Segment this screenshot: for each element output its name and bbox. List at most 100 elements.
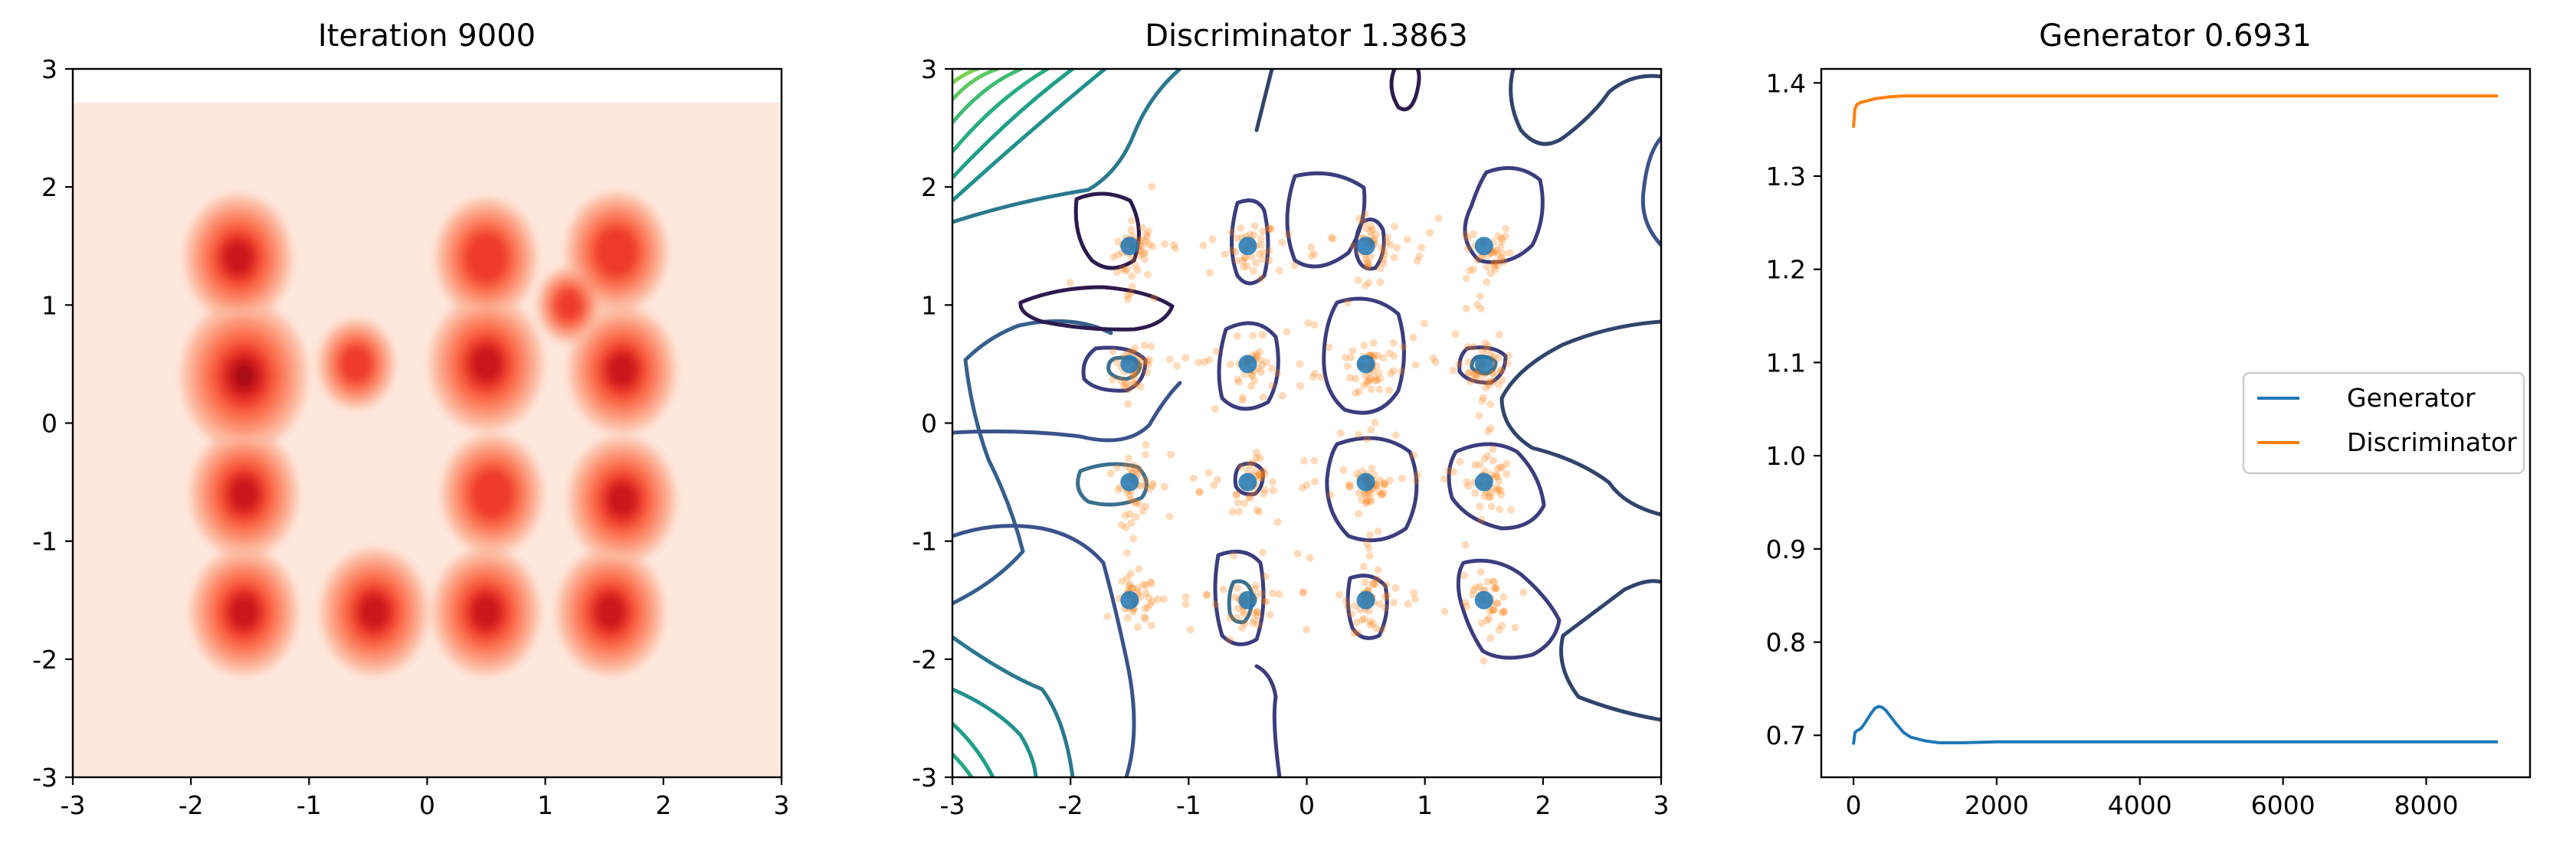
generated-point [1371, 373, 1379, 381]
generated-point [1195, 487, 1203, 495]
generated-point [1229, 551, 1237, 560]
loss-title: Generator 0.6931 [2039, 18, 2312, 54]
contour-upper-mid [1389, 69, 1421, 112]
generated-point [1361, 371, 1369, 380]
generated-point [1234, 375, 1242, 384]
density-xtick-label: 2 [655, 790, 671, 820]
generated-point [1359, 218, 1368, 227]
generated-point [1381, 593, 1390, 601]
generated-point [1490, 578, 1499, 587]
generated-point [1269, 486, 1277, 495]
density-ytick-label: 2 [41, 172, 57, 202]
loss-xtick-label: 2000 [1965, 790, 2029, 820]
generated-point [1493, 486, 1501, 495]
loss-ytick-label: 0.9 [1766, 535, 1806, 564]
generated-point [1451, 330, 1460, 338]
generated-point [1256, 474, 1264, 482]
generated-point [1420, 319, 1428, 328]
discriminator-ytick-label: 0 [921, 409, 937, 439]
generated-point [1210, 481, 1218, 489]
generated-point [1141, 604, 1149, 613]
generated-point [1475, 411, 1483, 420]
generated-point [1325, 343, 1333, 351]
contour-loop-8-inner [1470, 355, 1498, 376]
loss-ytick-label: 0.7 [1766, 721, 1806, 750]
generated-point [1485, 493, 1493, 502]
generated-point [1360, 342, 1368, 350]
generated-point [1493, 465, 1502, 473]
generated-point [1266, 610, 1274, 619]
generated-point [1260, 249, 1268, 257]
contour-corner-bottom-left-2 [952, 721, 995, 777]
generated-point [1498, 609, 1506, 617]
generated-point [1250, 222, 1259, 230]
generated-point [1269, 589, 1277, 597]
generated-point [1306, 554, 1314, 562]
generated-point [1476, 461, 1484, 469]
generated-point [1143, 368, 1152, 377]
contour-loop-9 [1076, 462, 1149, 507]
generated-point [1379, 489, 1388, 497]
generated-point [1473, 300, 1481, 309]
generated-point [1202, 590, 1211, 599]
generated-point [1113, 358, 1121, 367]
generated-point [1275, 266, 1283, 275]
generated-point [1132, 512, 1140, 521]
generated-point [1128, 254, 1136, 263]
contour-mid-band [952, 381, 1182, 443]
generated-point [1123, 613, 1132, 622]
generated-point [1469, 590, 1477, 599]
generated-point [1360, 381, 1368, 390]
generated-point [1391, 584, 1400, 592]
density-blob [228, 593, 261, 631]
generated-point [1343, 299, 1352, 307]
generated-point [1143, 270, 1152, 279]
generated-point [1129, 348, 1138, 357]
generated-point [1143, 358, 1152, 366]
real-point [1120, 590, 1139, 610]
generated-point [1233, 490, 1241, 499]
generated-point [1499, 593, 1508, 601]
generated-point [1498, 376, 1506, 384]
generated-point [1173, 361, 1181, 370]
generated-point [1228, 247, 1237, 255]
generated-point [1375, 368, 1383, 377]
generated-point [1371, 580, 1379, 588]
generated-point [1339, 466, 1348, 474]
generated-point [1490, 584, 1499, 593]
generated-point [1363, 539, 1372, 548]
generated-point [1429, 354, 1437, 362]
discriminator-ytick-label: 1 [921, 290, 937, 320]
generated-point [1493, 584, 1501, 593]
generated-point [1296, 381, 1305, 390]
density-ytick-label: 3 [41, 54, 57, 84]
density-blob [222, 239, 254, 277]
generated-point [1358, 616, 1366, 624]
generated-point [1122, 381, 1130, 389]
generated-point [1122, 549, 1131, 557]
generated-point [1367, 385, 1375, 394]
generated-point [1503, 359, 1512, 368]
generated-point [1117, 521, 1126, 529]
generated-point [1316, 373, 1325, 381]
generated-point [1132, 379, 1141, 387]
generated-point [1389, 598, 1398, 606]
generated-point [1386, 240, 1395, 249]
discriminator-xtick-label: 2 [1535, 790, 1551, 820]
generated-point [1310, 369, 1319, 378]
generated-point [1262, 597, 1270, 606]
generated-point [1489, 456, 1497, 465]
density-panel: Iteration 9000 -3 -2 -1 0 1 2 3 3 2 1 0 -1 -2 -3 [32, 18, 789, 820]
contour-low-band [952, 524, 1136, 777]
generated-point [1131, 344, 1139, 352]
generated-point [1351, 602, 1359, 610]
generated-point [1431, 358, 1440, 366]
generated-point [1129, 607, 1137, 616]
generated-point [1486, 492, 1495, 501]
generated-point [1254, 612, 1263, 620]
generated-point [1126, 495, 1135, 504]
generated-point [1122, 462, 1130, 470]
generated-point [1265, 224, 1273, 233]
generated-point [1307, 244, 1316, 252]
generated-point [1354, 276, 1362, 284]
